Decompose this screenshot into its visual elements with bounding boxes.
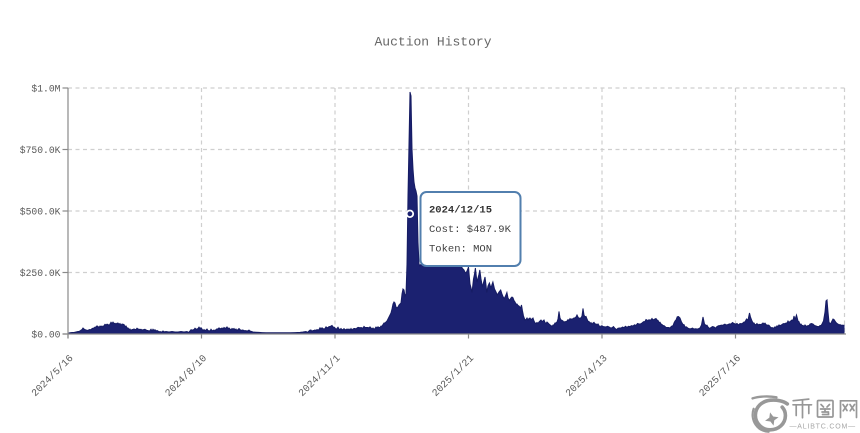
svg-text:Token: MON: Token: MON (429, 244, 492, 256)
svg-text:$500.0K: $500.0K (20, 206, 61, 217)
svg-text:$750.0K: $750.0K (20, 145, 61, 156)
svg-text:Auction History: Auction History (374, 35, 491, 50)
svg-text:$250.0K: $250.0K (20, 268, 61, 279)
svg-text:—ALIBTC.COM—: —ALIBTC.COM— (790, 423, 856, 430)
svg-text:2024/12/15: 2024/12/15 (429, 205, 492, 217)
svg-text:$0.00: $0.00 (31, 329, 60, 340)
svg-text:$1.0M: $1.0M (31, 83, 60, 94)
svg-text:Cost: $487.9K: Cost: $487.9K (429, 224, 512, 236)
